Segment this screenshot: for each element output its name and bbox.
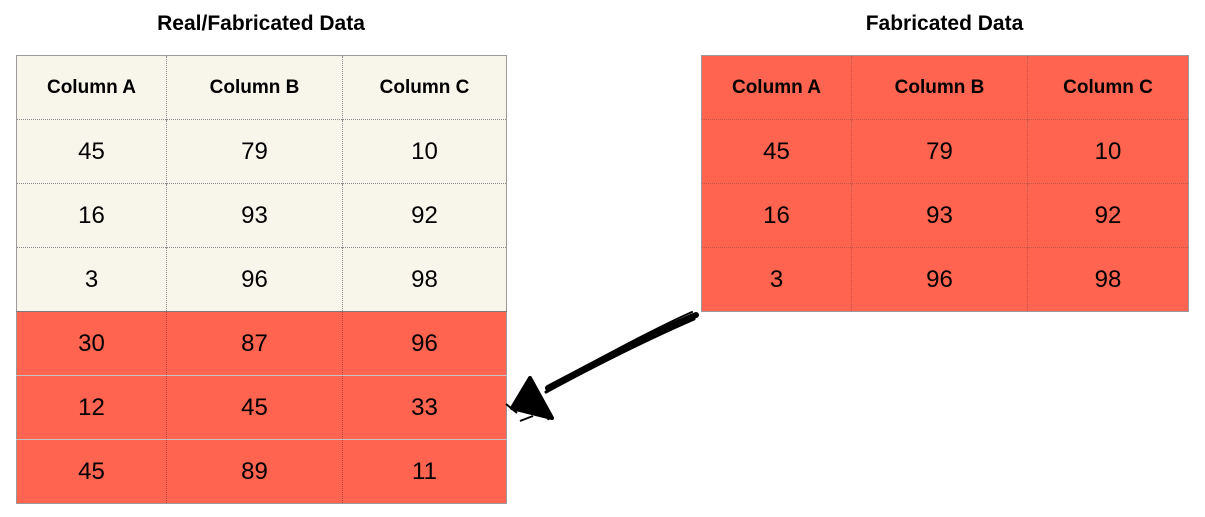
fabricated-data-row: 3 96 98	[701, 247, 1189, 312]
real-data-row: 45 79 10	[16, 119, 507, 184]
table-cell: 33	[342, 375, 507, 440]
table-cell: 89	[166, 439, 343, 504]
table-cell: 45	[166, 375, 343, 440]
table-cell: 98	[342, 247, 507, 312]
column-header: Column C	[342, 55, 507, 120]
table-cell: 98	[1027, 247, 1189, 312]
column-header: Column B	[851, 55, 1028, 120]
fabricated-data-row: 16 93 92	[701, 183, 1189, 248]
fabricated-data-row: 30 87 96	[16, 311, 507, 376]
column-header: Column B	[166, 55, 343, 120]
fabricated-table: Column A Column B Column C 45 79 10 16 9…	[701, 55, 1189, 312]
column-header: Column A	[46, 76, 136, 98]
table-cell: 79	[166, 119, 343, 184]
real-data-row: 16 93 92	[16, 183, 507, 248]
column-header: Column C	[1027, 55, 1189, 120]
table-cell: 96	[342, 311, 507, 376]
table-cell: 16	[16, 183, 167, 248]
table-cell: 10	[342, 119, 507, 184]
table-cell: 3	[701, 247, 852, 312]
table-cell: 93	[166, 183, 343, 248]
fabricated-data-row: 45 89 11	[16, 439, 507, 504]
table-cell: 10	[1027, 119, 1189, 184]
table-cell: 16	[701, 183, 852, 248]
table-cell: 96	[166, 247, 343, 312]
fabricated-data-row: 45 79 10	[701, 119, 1189, 184]
fabricated-data-row: 12 45 33	[16, 375, 507, 440]
table-cell: 11	[342, 439, 507, 504]
table-cell: 45	[16, 439, 167, 504]
table-header-row: Column A Column B Column C	[16, 55, 507, 120]
table-cell: 45	[16, 119, 167, 184]
left-panel-title: Real/Fabricated Data	[157, 12, 365, 35]
table-cell: 45	[701, 119, 852, 184]
table-header-row: Column A Column B Column C	[701, 55, 1189, 120]
table-cell: 96	[851, 247, 1028, 312]
real-data-row: 3 96 98	[16, 247, 507, 312]
right-panel-title: Fabricated Data	[865, 12, 1024, 35]
table-cell: 92	[342, 183, 507, 248]
table-cell: 30	[16, 311, 167, 376]
column-header: Column A	[731, 76, 821, 98]
table-cell: 3	[16, 247, 167, 312]
table-cell: 79	[851, 119, 1028, 184]
table-cell: 93	[851, 183, 1028, 248]
table-cell: 92	[1027, 183, 1189, 248]
table-cell: 87	[166, 311, 343, 376]
table-cell: 12	[16, 375, 167, 440]
real-fabricated-table: Column A Column B Column C 45 79 10 16 9…	[16, 55, 507, 504]
